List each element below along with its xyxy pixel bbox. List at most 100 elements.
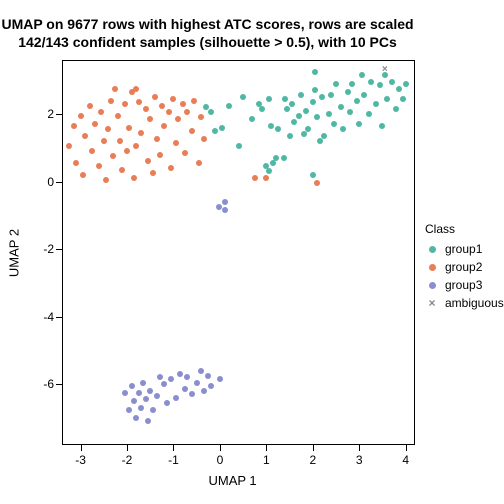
data-point [373,101,379,107]
data-point [333,81,339,87]
data-point [66,143,72,149]
data-point [175,116,181,122]
chart-title-line2: 142/143 confident samples (silhouette > … [0,34,415,51]
data-point [147,116,153,122]
x-tick-mark [220,445,221,451]
data-point [140,380,146,386]
data-point [126,125,132,131]
data-point [138,405,144,411]
legend-label: group1 [445,242,482,256]
data-point [133,86,139,92]
data-point [219,125,225,131]
data-point [133,415,139,421]
data-point [314,180,320,186]
data-point [184,109,190,115]
data-point [266,96,272,102]
data-point [184,374,190,380]
x-tick-mark [266,445,267,451]
data-point-ambiguous: × [382,65,388,75]
data-point [312,69,318,75]
data-point [384,96,390,102]
legend-label: group2 [445,260,482,274]
data-point [119,167,125,173]
data-point [173,395,179,401]
data-point [281,155,287,161]
data-point [331,121,337,127]
legend-item: group2 [425,258,504,276]
data-point [314,114,320,120]
legend-swatch: × [425,296,439,310]
data-point [96,163,102,169]
data-point [117,138,123,144]
data-point [236,143,242,149]
data-point [198,114,204,120]
x-tick-mark [127,445,128,451]
x-tick-mark [313,445,314,451]
data-point [143,106,149,112]
data-point [361,92,367,98]
data-point [82,133,88,139]
data-point [201,136,207,142]
data-point [298,92,304,98]
data-point [108,98,114,104]
legend-swatch [425,242,439,256]
legend-swatch [425,278,439,292]
data-point [400,96,406,102]
data-point [133,143,139,149]
legend: Class group1group2group3×ambiguous [425,222,504,312]
data-point [305,126,311,132]
data-point [105,126,111,132]
data-point [145,158,151,164]
data-point [263,175,269,181]
data-point [189,391,195,397]
data-point [161,123,167,129]
data-point [291,119,297,125]
data-point [78,113,84,119]
data-point [164,400,170,406]
data-point [282,96,288,102]
data-point [168,165,174,171]
y-tick-label: 2 [34,107,54,121]
data-point [321,133,327,139]
data-point [147,388,153,394]
data-point [198,368,204,374]
data-point [249,116,255,122]
x-tick-label: 0 [217,453,224,467]
x-tick-label: -2 [122,453,133,467]
data-point [284,106,290,112]
data-point [319,94,325,100]
data-point [201,388,207,394]
y-tick-mark [56,114,62,115]
y-tick-label: -4 [34,310,54,324]
data-point [349,81,355,87]
data-point [87,103,93,109]
data-point [157,152,163,158]
data-point [287,133,293,139]
data-point [275,126,281,132]
data-point [152,94,158,100]
legend-items: group1group2group3×ambiguous [425,240,504,312]
data-point [122,390,128,396]
data-point [166,109,172,115]
data-point [377,82,383,88]
x-tick-mark [406,445,407,451]
x-tick-mark [81,445,82,451]
data-point [115,113,121,119]
data-point [379,123,385,129]
y-tick-mark [56,384,62,385]
data-point [359,72,365,78]
data-point [296,113,302,119]
legend-item: group3 [425,276,504,294]
data-point [191,98,197,104]
x-tick-mark [173,445,174,451]
figure: UMAP on 9677 rows with highest ATC score… [0,0,504,504]
data-point [150,407,156,413]
data-point [71,123,77,129]
y-tick-mark [56,317,62,318]
data-point [345,89,351,95]
data-point [92,121,98,127]
data-point [347,109,353,115]
data-point [154,393,160,399]
data-point [208,109,214,115]
legend-dot-icon [429,282,436,289]
